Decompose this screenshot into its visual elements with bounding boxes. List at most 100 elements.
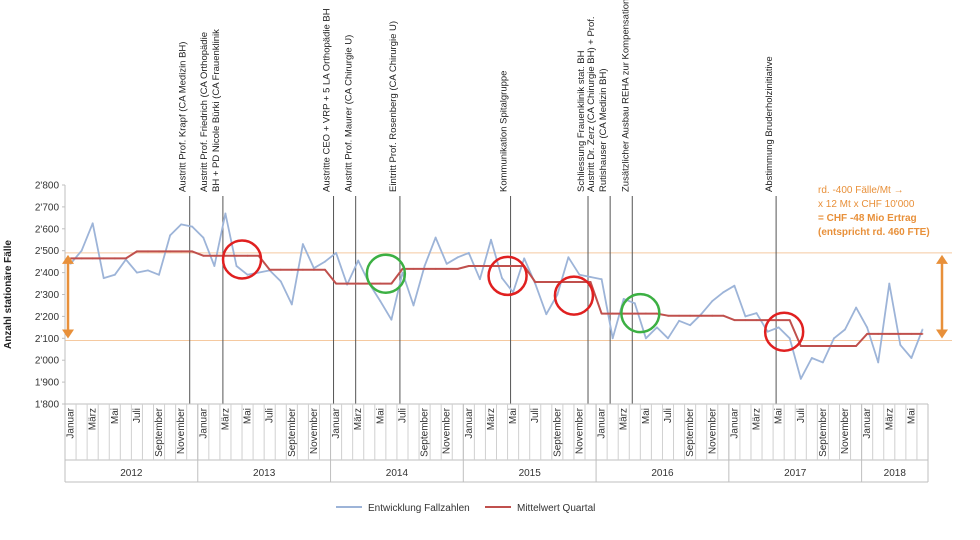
data-point <box>235 254 238 257</box>
data-point <box>357 259 360 262</box>
data-point <box>202 236 205 239</box>
data-point <box>501 265 504 268</box>
data-point <box>501 277 504 280</box>
data-point <box>80 257 83 260</box>
data-point <box>567 281 570 284</box>
data-point <box>423 265 426 268</box>
data-point <box>390 318 393 321</box>
data-point <box>788 337 791 340</box>
data-point <box>224 254 227 257</box>
data-point <box>578 273 581 276</box>
event-label: Austritte CEO + VRP + 5 LA Orthopädie BH <box>322 8 333 192</box>
data-point <box>578 281 581 284</box>
data-point <box>445 262 448 265</box>
annotation-box: rd. -400 Fälle/Mt → x 12 Mt x CHF 10'000… <box>818 184 968 240</box>
data-point <box>567 256 570 259</box>
data-point <box>478 278 481 281</box>
event-label: Eintritt Prof. Rosenberg (CA Chirurgie U… <box>388 21 399 192</box>
data-point <box>777 319 780 322</box>
data-point <box>257 271 260 274</box>
year-label: 2012 <box>120 468 143 479</box>
data-point <box>191 250 194 253</box>
data-point <box>102 257 105 260</box>
data-point <box>423 267 426 270</box>
y-tick-label: 2'500 <box>35 246 60 257</box>
data-point <box>755 312 758 315</box>
data-point <box>390 282 393 285</box>
data-point <box>146 269 149 272</box>
delta-arrow-head <box>936 329 948 339</box>
data-point <box>412 267 415 270</box>
data-point <box>290 268 293 271</box>
delta-arrow-head <box>62 254 74 264</box>
x-tick-label: Januar <box>198 407 209 438</box>
data-point <box>666 337 669 340</box>
data-point <box>346 282 349 285</box>
data-point <box>799 377 802 380</box>
event-label: Austritt Prof. Maurer (CA Chirurgie U) <box>344 35 355 192</box>
event-label: Abstimmung Bruderholzinitiative <box>764 56 775 192</box>
data-point <box>655 312 658 315</box>
event-label: Austritt Prof. Friedrich (CA Orthopädie <box>199 32 210 192</box>
data-point <box>158 250 161 253</box>
highlight-circles <box>221 239 805 352</box>
data-point <box>456 267 459 270</box>
data-point <box>655 326 658 329</box>
year-label: 2016 <box>651 468 674 479</box>
x-tick-label: Januar <box>729 407 740 438</box>
data-point <box>888 332 891 335</box>
delta-arrow-head <box>62 329 74 339</box>
data-point <box>611 337 614 340</box>
data-point <box>622 297 625 300</box>
event-label: Austritt Dr. Zerz (CA Chirurgie BH) + Pr… <box>586 16 597 192</box>
data-point <box>102 277 105 280</box>
data-point <box>545 313 548 316</box>
data-point <box>246 254 249 257</box>
data-point <box>689 324 692 327</box>
highlight-circle <box>221 239 263 280</box>
annotation-line: (entspricht rd. 460 FTE) <box>818 227 930 238</box>
x-tick-label: März <box>619 408 630 430</box>
x-tick-label: März <box>220 408 231 430</box>
x-tick-label: März <box>88 408 99 430</box>
legend: Entwicklung Fallzahlen Mittelwert Quartal <box>336 503 595 514</box>
y-tick-label: 2'800 <box>35 181 60 192</box>
data-point <box>467 265 470 268</box>
x-tick-label: Januar <box>464 407 475 438</box>
x-tick-label: Mai <box>375 408 386 424</box>
x-tick-label: Mai <box>110 408 121 424</box>
data-point <box>401 271 404 274</box>
data-point <box>910 332 913 335</box>
x-tick-label: September <box>420 407 431 457</box>
highlight-circle <box>365 253 407 294</box>
event-label: Austritt Prof. Krapf (CA Medizin BH) <box>178 42 189 192</box>
data-point <box>124 257 127 260</box>
data-point <box>832 337 835 340</box>
x-tick-label: November <box>574 407 585 454</box>
highlight-circle <box>620 292 661 334</box>
data-point <box>312 267 315 270</box>
x-tick-label: November <box>309 407 320 454</box>
data-point <box>733 319 736 322</box>
data-point <box>180 223 183 226</box>
x-tick-label: Juli <box>397 408 408 423</box>
axes: 1'800 1'900 2'000 2'100 2'200 2'300 2'400 2'500… <box>3 181 929 483</box>
y-tick-label: 2'300 <box>35 290 60 301</box>
data-point <box>589 275 592 278</box>
data-point <box>766 330 769 333</box>
data-point <box>467 251 470 254</box>
x-tick-label: Mai <box>243 408 254 424</box>
data-point <box>379 300 382 303</box>
data-point <box>180 250 183 253</box>
data-point <box>777 326 780 329</box>
legend-label: Mittelwert Quartal <box>517 503 595 514</box>
data-point <box>722 314 725 317</box>
series-line <box>69 212 924 380</box>
data-point <box>744 315 747 318</box>
event-label: Rutishauser (CA Medizin BH) <box>598 68 609 192</box>
x-tick-label: September <box>154 407 165 457</box>
data-point <box>600 278 603 281</box>
data-point <box>169 234 172 237</box>
data-point <box>711 314 714 317</box>
